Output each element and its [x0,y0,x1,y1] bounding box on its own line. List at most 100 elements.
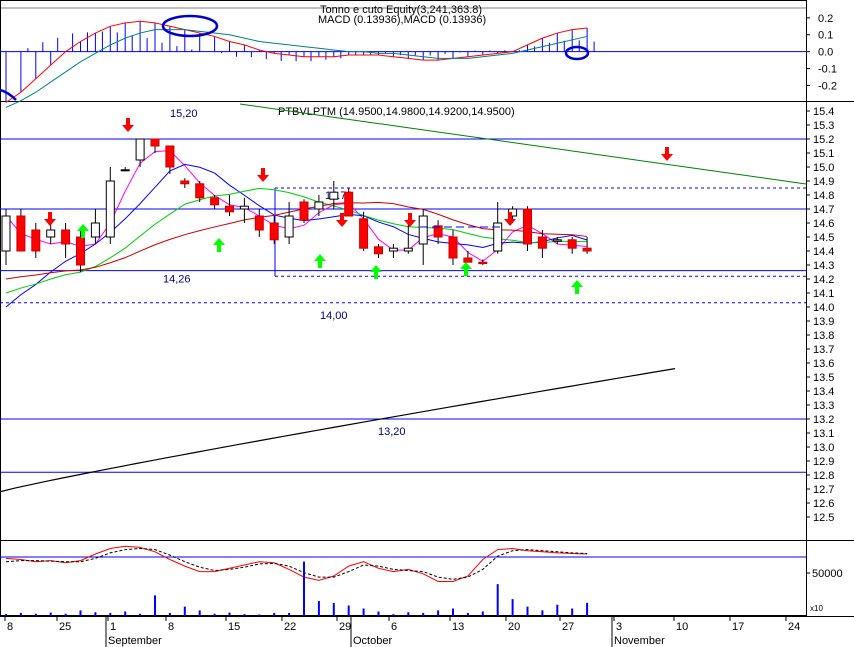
candle-body [403,247,413,252]
price-tick-label: 12.5 [813,512,834,524]
candle-body [388,247,398,252]
volume-bar [377,611,380,616]
x-axis: 8 25 1 8 15 22 29 6 13 20 27 3 10 17 24 September Octobe… [4,616,800,647]
level-label: 13,20 [378,426,406,438]
volume-bar [109,613,112,616]
volume-bar [511,599,514,616]
price-tick-label: 14.4 [813,246,834,258]
volume-bar [556,604,559,616]
candle-body [523,208,532,245]
x-tick-label: 22 [284,621,296,633]
long-term-average-line [0,368,676,493]
price-tick-label: 14.8 [813,190,834,202]
price-tick-label: 13.5 [813,372,834,384]
x-tick-label: 6 [391,621,397,633]
month-label: October [353,635,392,647]
buy-signal-arrow [213,238,225,252]
volume-bar [124,611,127,616]
volume-bar [303,561,305,616]
candle-body [478,261,488,265]
macd-tick-label: 0.1 [818,30,833,42]
price-tick-label: 13.0 [813,442,834,454]
volume-bar [243,614,246,616]
price-tick-label: 13.8 [813,330,834,342]
candle-body [344,191,354,217]
candle-body [567,239,577,249]
price-tick-label: 14.1 [813,288,834,300]
candle-body [135,138,145,161]
moving-average-medium [5,163,588,308]
macd-tick-label: 0.2 [818,13,833,25]
volume-bar [228,612,231,616]
level-label: 14,00 [320,310,348,322]
candle-body [239,205,249,210]
level-label: 14,26 [163,274,191,286]
candle-body [31,229,41,252]
macd-title-line2: MACD (0.13936),MACD (0.13936) [318,14,486,26]
highlight-ellipse [161,14,219,38]
candle-body [433,225,443,238]
month-label: September [108,635,162,647]
candle-body [284,215,294,238]
price-tick-label: 14.7 [813,204,834,216]
x-tick-label: 10 [676,621,688,633]
volume-bar [541,610,544,616]
candle-body [90,222,100,238]
moving-average-slowest [5,201,588,280]
candle-body [582,247,592,252]
price-tick-label: 13.2 [813,414,834,426]
x-tick-label: 8 [7,621,13,633]
volume-bar [422,613,425,616]
candle-body [359,218,369,249]
price-tick-label: 15.4 [813,106,834,118]
price-tick-label: 15.0 [813,162,834,174]
candle-body [269,222,279,241]
price-tick-label: 15.3 [813,120,834,132]
volume-bar [49,612,52,616]
volume-bar [392,614,395,616]
price-tick-label: 14.6 [813,218,834,230]
candle-body [61,229,71,245]
x-tick-label: 25 [59,621,71,633]
candle-body [374,246,383,255]
volume-bar [362,608,365,616]
price-tick-label: 12.7 [813,484,834,496]
x-tick-label: 8 [168,621,174,633]
stochastic-d-line [5,547,588,580]
volume-bar [198,610,201,616]
price-tick-label: 14.2 [813,274,834,286]
highlight-ellipse [0,88,17,101]
buy-signal-arrow [314,254,326,268]
sell-signal-arrow [44,212,56,226]
candle-body [180,180,190,185]
chart-frame [0,0,807,616]
volume-tick-label: 50000 [812,568,843,580]
highlight-ellipse [564,45,590,61]
volume-bar [452,608,454,616]
macd-panel: Tonno e cuto Equity(3,241,363.8) MACD (0… [0,4,837,108]
volume-bar [34,613,37,616]
volume-bar [317,601,320,616]
volume-bar [154,595,156,616]
sell-signal-arrow [661,147,673,161]
volume-bar [288,613,291,616]
trend-line [239,103,807,185]
price-tick-label: 13.3 [813,400,834,412]
candle-body [165,145,175,168]
instrument-label: PTBVLPTM (14.9500,14.9800,14.9200,14.950… [278,106,515,118]
price-tick-label: 12.9 [813,456,834,468]
price-tick-label: 15.2 [813,134,834,146]
volume-bar [586,602,589,616]
panel-frames [0,0,854,617]
volume-bar [139,613,142,616]
price-tick-label: 13.4 [813,386,834,398]
volume-bar [19,613,22,616]
price-tick-label: 14.3 [813,260,834,272]
candle-body [493,222,503,252]
volume-bar [273,613,276,616]
buy-signal-arrow [77,224,89,238]
volume-bar [258,614,261,616]
candle-body [105,180,115,238]
volume-panel: 50000 x10 [5,561,843,616]
candle-body [76,236,85,266]
